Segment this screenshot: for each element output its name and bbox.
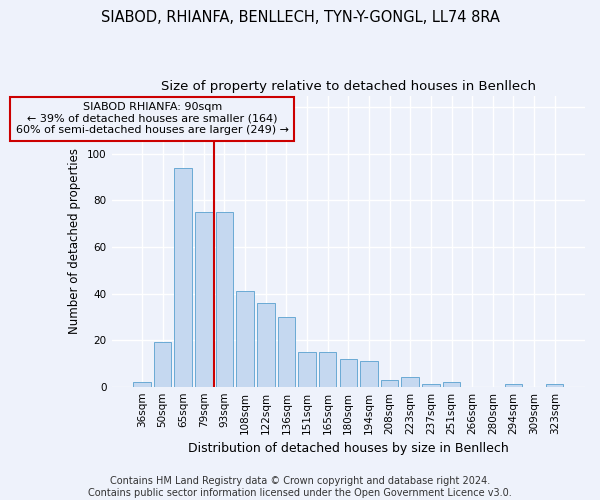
Y-axis label: Number of detached properties: Number of detached properties: [68, 148, 82, 334]
Bar: [133, 382, 151, 386]
Bar: [546, 384, 563, 386]
Bar: [505, 384, 522, 386]
Bar: [195, 212, 212, 386]
Bar: [319, 352, 337, 386]
X-axis label: Distribution of detached houses by size in Benllech: Distribution of detached houses by size …: [188, 442, 509, 455]
Bar: [257, 303, 275, 386]
Bar: [154, 342, 172, 386]
Bar: [422, 384, 440, 386]
Bar: [443, 382, 460, 386]
Title: Size of property relative to detached houses in Benllech: Size of property relative to detached ho…: [161, 80, 536, 93]
Bar: [401, 378, 419, 386]
Text: Contains HM Land Registry data © Crown copyright and database right 2024.
Contai: Contains HM Land Registry data © Crown c…: [88, 476, 512, 498]
Bar: [298, 352, 316, 386]
Bar: [215, 212, 233, 386]
Bar: [278, 317, 295, 386]
Bar: [360, 361, 378, 386]
Bar: [340, 358, 357, 386]
Text: SIABOD, RHIANFA, BENLLECH, TYN-Y-GONGL, LL74 8RA: SIABOD, RHIANFA, BENLLECH, TYN-Y-GONGL, …: [101, 10, 499, 25]
Bar: [236, 291, 254, 386]
Bar: [175, 168, 192, 386]
Bar: [381, 380, 398, 386]
Text: SIABOD RHIANFA: 90sqm
← 39% of detached houses are smaller (164)
60% of semi-det: SIABOD RHIANFA: 90sqm ← 39% of detached …: [16, 102, 289, 136]
